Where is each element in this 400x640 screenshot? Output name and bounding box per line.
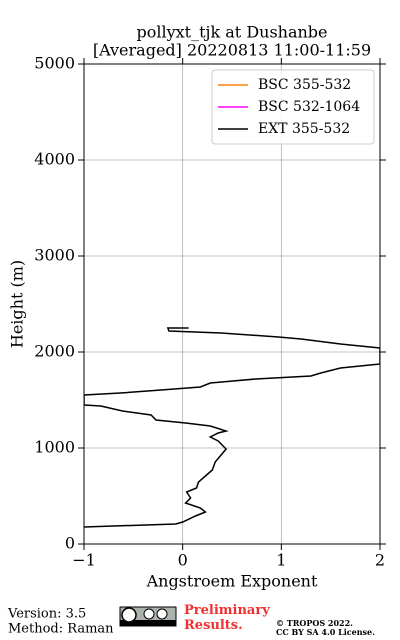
- legend-box: [211, 69, 375, 145]
- status-line-1: Preliminary Results.: [184, 603, 270, 633]
- legend-label: BSC 532-1064: [258, 99, 360, 115]
- legend-label: BSC 355-532: [258, 77, 351, 93]
- version: Version: 3.5: [7, 607, 86, 622]
- x-tick-label: −1: [72, 551, 96, 570]
- method: Method: Raman: [8, 622, 114, 637]
- x-tick-label: 1: [276, 551, 286, 570]
- license: CC BY SA 4.0 License.: [276, 627, 375, 637]
- y-tick-label: 3000: [34, 246, 75, 265]
- cc-badge: [119, 606, 177, 627]
- chart-title: pollyxt_tjk at Dushanbe: [136, 23, 327, 42]
- x-tick-label: 0: [178, 551, 188, 570]
- x-tick-label: 2: [375, 551, 385, 570]
- y-tick-label: 2000: [34, 342, 75, 361]
- profile-line: [84, 327, 380, 528]
- y-tick-label: 0: [65, 534, 75, 553]
- y-axis-label: Height (m): [8, 260, 27, 348]
- plot-frame: [83, 63, 381, 545]
- chart-subtitle: [Averaged] 20220813 11:00-11:59: [93, 41, 371, 60]
- y-tick-label: 4000: [34, 150, 75, 169]
- y-tick-label: 5000: [34, 54, 75, 73]
- y-tick-label: 1000: [34, 438, 75, 457]
- legend-label: EXT 355-532: [258, 121, 350, 137]
- copyright: © TROPOS 2022.: [276, 618, 353, 628]
- x-axis-label: Angstroem Exponent: [146, 572, 318, 591]
